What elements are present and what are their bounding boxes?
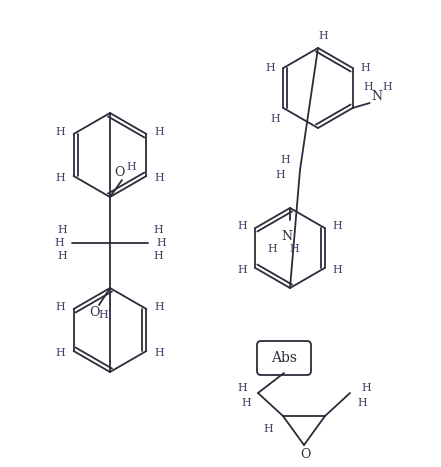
Text: H: H <box>364 82 374 92</box>
Text: H: H <box>361 383 371 393</box>
Text: H: H <box>318 31 328 41</box>
Text: H: H <box>238 221 247 231</box>
Text: H: H <box>153 225 163 235</box>
Text: H: H <box>98 310 108 320</box>
Text: H: H <box>361 63 370 73</box>
Text: O: O <box>89 305 99 318</box>
Text: O: O <box>300 448 310 461</box>
Text: N: N <box>371 91 382 104</box>
Text: H: H <box>241 398 251 408</box>
Text: H: H <box>56 302 66 312</box>
Text: H: H <box>156 238 166 248</box>
Text: H: H <box>237 383 247 393</box>
Text: H: H <box>56 173 66 183</box>
Text: H: H <box>383 82 392 92</box>
Text: H: H <box>126 162 136 172</box>
Text: H: H <box>333 265 343 275</box>
Text: H: H <box>154 348 164 358</box>
Text: H: H <box>57 225 67 235</box>
Text: H: H <box>54 238 64 248</box>
Text: H: H <box>56 348 66 358</box>
Text: H: H <box>280 155 290 165</box>
Text: H: H <box>154 173 164 183</box>
Text: H: H <box>154 127 164 137</box>
Text: H: H <box>154 302 164 312</box>
Text: H: H <box>57 251 67 261</box>
Text: H: H <box>263 424 273 434</box>
Text: H: H <box>289 244 299 254</box>
Text: H: H <box>275 170 285 180</box>
Text: H: H <box>333 221 343 231</box>
Text: H: H <box>265 63 275 73</box>
Text: H: H <box>56 127 66 137</box>
Text: O: O <box>114 167 124 179</box>
Text: Abs: Abs <box>271 351 297 365</box>
Text: H: H <box>153 251 163 261</box>
Text: H: H <box>238 265 247 275</box>
Text: N: N <box>281 229 292 242</box>
Text: H: H <box>270 114 280 124</box>
Text: H: H <box>357 398 367 408</box>
FancyBboxPatch shape <box>257 341 311 375</box>
Text: H: H <box>267 244 277 254</box>
